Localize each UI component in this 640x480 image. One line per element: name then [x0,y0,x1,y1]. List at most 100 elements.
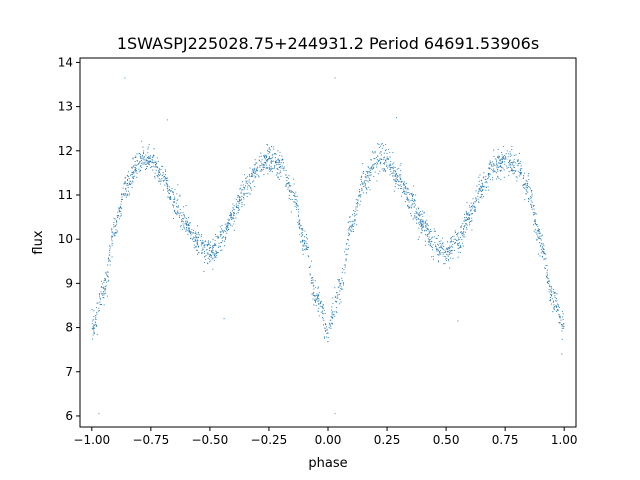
data-point [496,167,498,169]
data-point [138,171,140,173]
data-point [295,199,297,201]
data-point [208,261,210,263]
data-point [276,168,278,170]
data-point [450,239,452,241]
data-point [209,254,211,256]
data-point [561,330,563,332]
data-point [158,171,161,174]
data-point [445,256,447,258]
data-point [344,264,346,266]
data-point [245,180,247,182]
data-point [285,170,287,172]
data-point [338,280,340,282]
x-axis-label: phase [308,456,347,471]
data-point [449,251,451,253]
data-point [152,159,154,161]
data-point [348,221,350,223]
data-point [116,223,118,225]
data-point [121,194,123,196]
data-point [412,202,414,204]
data-point [554,295,556,297]
data-point [217,252,219,254]
data-point [554,309,556,311]
data-point [393,166,395,168]
data-point [187,223,190,225]
data-point [374,158,376,160]
data-point [94,318,96,320]
data-point [263,166,266,168]
data-point [230,217,232,219]
data-point [202,249,204,251]
data-point [260,165,262,167]
data-point [268,151,270,153]
data-point [481,193,483,196]
data-point [354,220,356,222]
data-point [355,206,357,208]
data-point [187,217,189,219]
data-point [250,186,252,188]
data-point [185,226,188,229]
data-point [446,248,448,250]
data-point [158,170,160,172]
data-point [390,165,392,167]
data-point [301,248,303,250]
data-point [462,234,464,236]
data-point [282,159,284,161]
data-point [239,196,241,198]
data-point [517,160,519,162]
data-point [107,271,109,273]
data-point [364,183,367,185]
data-point [98,307,100,309]
data-point [503,176,505,178]
data-point [521,168,523,170]
data-point [92,319,94,321]
data-point [171,191,173,193]
data-point [338,278,340,281]
data-point [413,199,415,201]
data-point [151,161,153,163]
data-point [136,172,138,174]
data-point [236,213,238,215]
data-point [207,263,209,265]
data-point [272,153,274,155]
data-point [356,224,358,226]
data-point [243,204,245,206]
data-point [216,254,218,257]
data-point [389,156,391,158]
data-point [265,167,267,169]
data-point [351,227,353,229]
data-point [274,165,276,167]
data-point [448,260,450,262]
data-point [303,245,305,247]
data-point [310,277,312,279]
data-point [511,154,513,156]
data-point [376,164,378,166]
data-point [314,301,317,303]
data-point [561,324,564,326]
data-point [485,186,487,189]
data-point [274,162,277,164]
data-point [215,250,217,252]
data-point [369,175,371,177]
data-point [551,294,553,296]
data-point [385,149,387,151]
data-point [353,209,355,212]
data-point [350,221,352,223]
data-point [247,176,249,178]
data-point [415,208,417,210]
data-point [436,250,438,252]
data-point [479,188,481,190]
data-point [413,200,415,203]
data-point [243,194,245,196]
data-point [367,171,369,173]
data-point [490,161,492,164]
data-point [259,156,261,158]
data-point [331,311,333,313]
data-point [466,214,469,216]
data-point [528,199,530,201]
data-point [233,220,235,222]
data-point [410,215,412,217]
data-point [558,322,560,324]
data-point [109,251,111,253]
